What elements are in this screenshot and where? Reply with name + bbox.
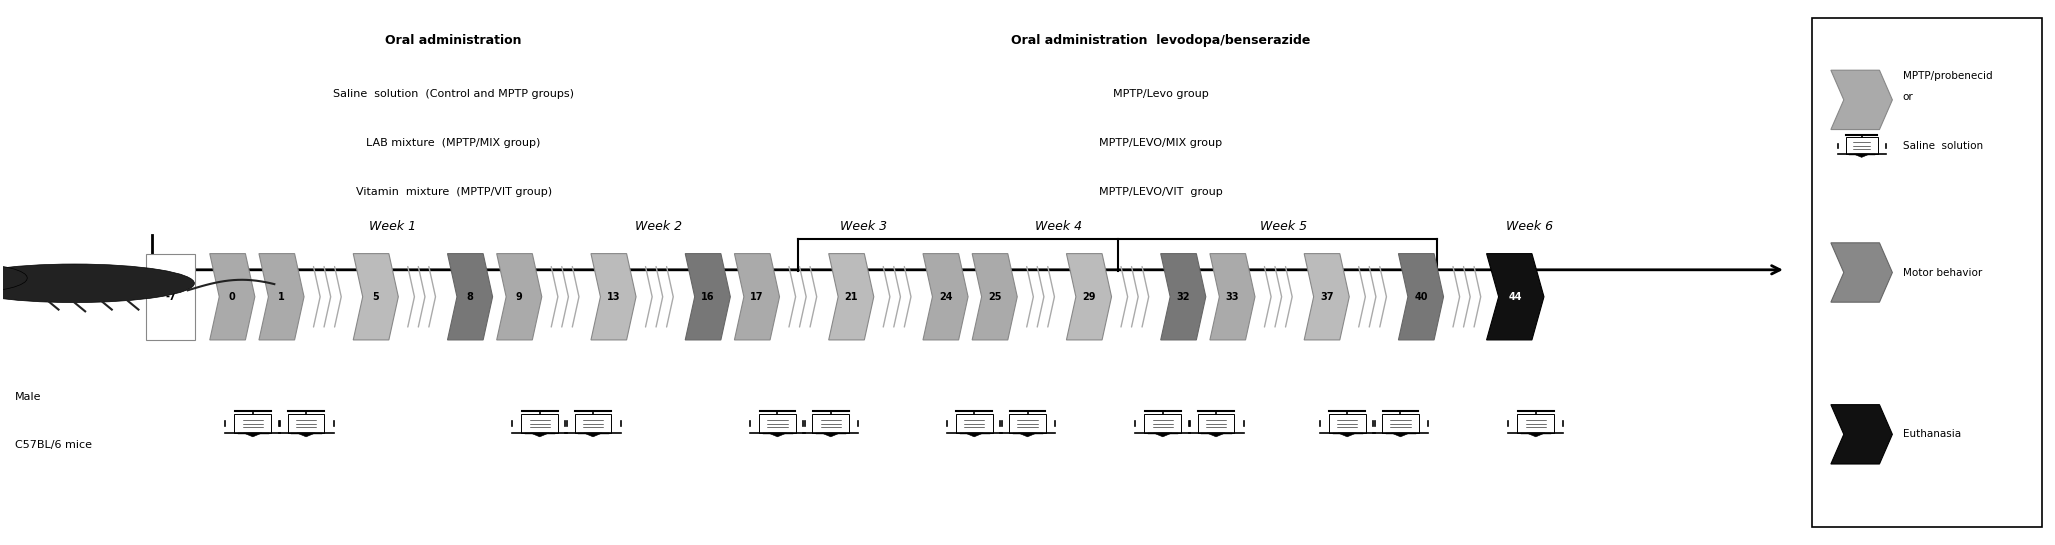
Bar	[956, 414, 993, 433]
Bar	[1198, 414, 1235, 433]
Polygon shape	[1527, 433, 1545, 437]
Text: 40: 40	[1414, 292, 1428, 302]
Bar	[1145, 414, 1182, 433]
Bar	[1845, 137, 1878, 154]
FancyBboxPatch shape	[1813, 18, 2043, 527]
Polygon shape	[1831, 243, 1893, 302]
Polygon shape	[1486, 253, 1543, 340]
Bar	[758, 414, 795, 433]
Bar	[1330, 414, 1367, 433]
Text: LAB mixture  (MPTP/MIX group): LAB mixture (MPTP/MIX group)	[366, 138, 540, 148]
Polygon shape	[448, 253, 493, 340]
Text: C57BL/6 mice: C57BL/6 mice	[14, 440, 92, 450]
Text: Oral administration  levodopa/benserazide: Oral administration levodopa/benserazide	[1011, 34, 1311, 47]
Polygon shape	[592, 253, 637, 340]
Bar	[1383, 414, 1418, 433]
Text: Week 4: Week 4	[1034, 220, 1081, 233]
Text: Saline  solution  (Control and MPTP groups): Saline solution (Control and MPTP groups…	[333, 89, 573, 100]
Text: Vitamin  mixture  (MPTP/VIT group): Vitamin mixture (MPTP/VIT group)	[356, 186, 551, 197]
Text: Week 2: Week 2	[635, 220, 682, 233]
Text: 33: 33	[1225, 292, 1239, 302]
Bar	[234, 414, 271, 433]
Bar	[1009, 414, 1046, 433]
Polygon shape	[734, 253, 779, 340]
Polygon shape	[828, 253, 873, 340]
Text: 21: 21	[845, 292, 859, 302]
Text: Week 3: Week 3	[840, 220, 888, 233]
Text: 5: 5	[372, 292, 380, 302]
Polygon shape	[1067, 253, 1112, 340]
Polygon shape	[1210, 253, 1256, 340]
Bar	[575, 414, 612, 433]
Text: MPTP/LEVO/MIX group: MPTP/LEVO/MIX group	[1099, 138, 1223, 148]
Text: 16: 16	[701, 292, 715, 302]
Text: 8: 8	[466, 292, 473, 302]
Text: 24: 24	[939, 292, 951, 302]
Text: MPTP/probenecid: MPTP/probenecid	[1903, 71, 1991, 81]
Polygon shape	[584, 433, 602, 437]
Polygon shape	[1305, 253, 1350, 340]
Polygon shape	[923, 253, 968, 340]
Text: 32: 32	[1178, 292, 1190, 302]
Polygon shape	[245, 433, 261, 437]
Polygon shape	[530, 433, 549, 437]
Polygon shape	[769, 433, 787, 437]
Polygon shape	[972, 253, 1017, 340]
Text: Week 5: Week 5	[1260, 220, 1307, 233]
Polygon shape	[1831, 70, 1893, 130]
Polygon shape	[1399, 253, 1443, 340]
Polygon shape	[353, 253, 399, 340]
Bar	[288, 414, 325, 433]
Text: Male: Male	[14, 391, 41, 402]
Polygon shape	[822, 433, 840, 437]
Text: 37: 37	[1319, 292, 1334, 302]
Ellipse shape	[0, 264, 27, 292]
Text: 17: 17	[750, 292, 764, 302]
Polygon shape	[1391, 433, 1410, 437]
Text: 25: 25	[988, 292, 1001, 302]
Text: Saline  solution: Saline solution	[1903, 141, 1983, 151]
Text: 44: 44	[1508, 292, 1523, 302]
Polygon shape	[1019, 433, 1036, 437]
Text: -7: -7	[166, 292, 177, 302]
Polygon shape	[1206, 433, 1225, 437]
Polygon shape	[146, 253, 195, 340]
Polygon shape	[1338, 433, 1356, 437]
Text: Oral administration: Oral administration	[386, 34, 522, 47]
Polygon shape	[259, 253, 304, 340]
Polygon shape	[1854, 154, 1870, 158]
Ellipse shape	[0, 264, 195, 302]
Polygon shape	[684, 253, 730, 340]
Polygon shape	[1153, 433, 1171, 437]
Bar	[522, 414, 559, 433]
Text: Week 6: Week 6	[1506, 220, 1554, 233]
Polygon shape	[210, 253, 255, 340]
Text: 9: 9	[516, 292, 522, 302]
Text: Motor behavior: Motor behavior	[1903, 268, 1981, 277]
Polygon shape	[1831, 405, 1893, 464]
Polygon shape	[296, 433, 314, 437]
Text: MPTP/LEVO/VIT  group: MPTP/LEVO/VIT group	[1099, 186, 1223, 197]
Text: 1: 1	[277, 292, 286, 302]
Text: 0: 0	[228, 292, 236, 302]
Polygon shape	[497, 253, 543, 340]
Bar	[812, 414, 849, 433]
Bar	[1517, 414, 1554, 433]
Text: or: or	[1903, 92, 1913, 102]
Polygon shape	[1161, 253, 1206, 340]
Polygon shape	[966, 433, 984, 437]
Text: Euthanasia: Euthanasia	[1903, 429, 1960, 439]
Text: 13: 13	[606, 292, 621, 302]
Text: 29: 29	[1083, 292, 1095, 302]
Text: MPTP/Levo group: MPTP/Levo group	[1114, 89, 1208, 100]
Text: Week 1: Week 1	[368, 220, 415, 233]
